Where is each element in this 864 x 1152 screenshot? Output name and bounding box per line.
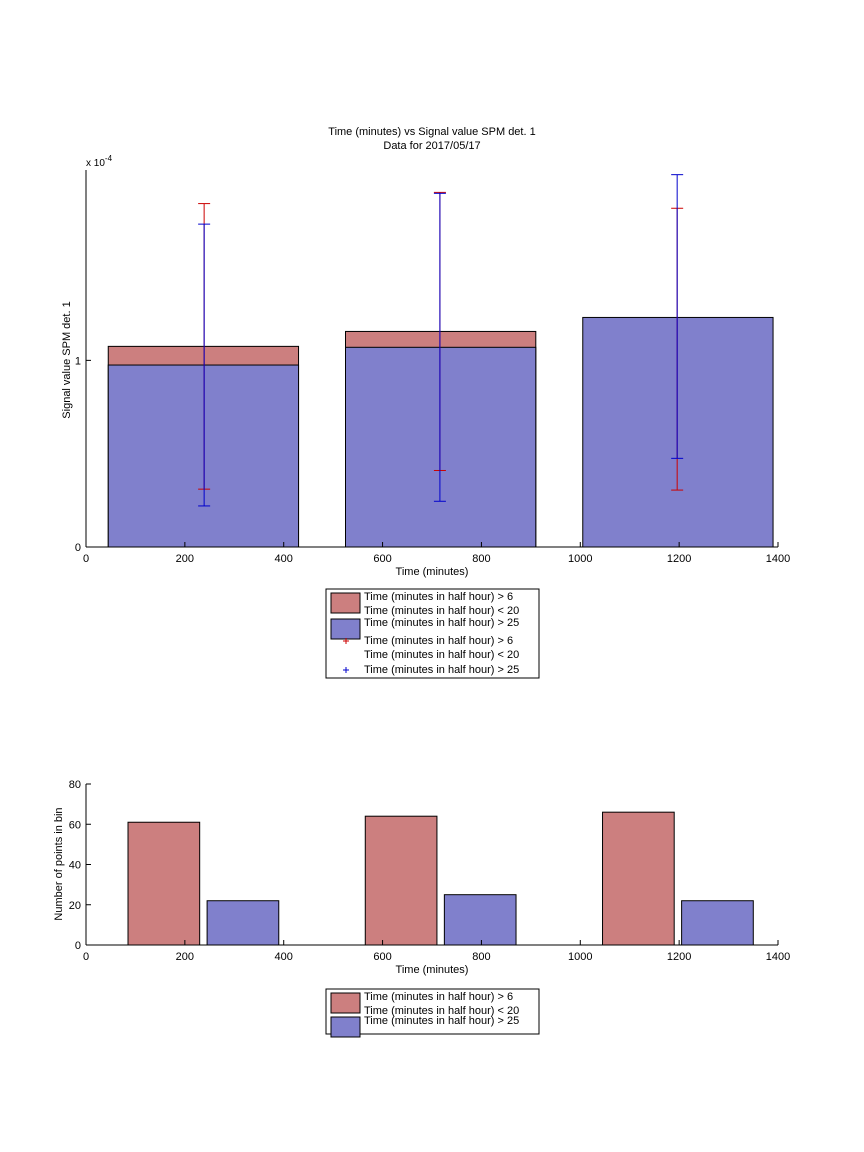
legend-label: Time (minutes in half hour) > 6 — [364, 591, 513, 603]
bar-3 — [345, 346, 537, 548]
bar-0 — [127, 821, 201, 946]
x-tick-label-0: 0 — [83, 553, 89, 565]
y-tick-label-2: 40 — [69, 860, 81, 872]
bar-1 — [206, 900, 280, 946]
bar-3 — [443, 894, 517, 946]
x-tick-label-5: 1000 — [568, 951, 592, 963]
legend-entry-0: Time (minutes in half hour) > 6 Time (min… — [330, 991, 519, 1017]
x-tick-label-0: 0 — [83, 951, 89, 963]
x-tick-label-3: 600 — [373, 553, 391, 565]
x-tick-label-7: 1400 — [766, 951, 790, 963]
legend-box — [325, 588, 540, 679]
legend-box — [325, 988, 540, 1035]
legend-swatch — [330, 1016, 361, 1038]
legend-label: Time (minutes in half hour) > 6 — [364, 991, 513, 1003]
x-tick-label-2: 400 — [275, 553, 293, 565]
y-tick-label-4: 80 — [69, 779, 81, 791]
plot-area — [127, 811, 754, 946]
legend-label: Time (minutes in half hour) > 25 — [364, 617, 519, 629]
legend-swatch — [330, 992, 361, 1014]
legend-label: Time (minutes in half hour) < 20 — [364, 649, 519, 661]
x-tick-label-6: 1200 — [667, 951, 691, 963]
x-tick-label-1: 200 — [176, 553, 194, 565]
y-tick-label-0: 0 — [75, 542, 81, 554]
legend-entry-3: Time (minutes in half hour) > 25 — [343, 664, 519, 676]
legend-entry-1: Time (minutes in half hour) > 25 — [330, 617, 519, 640]
y-tick-label-0: 0 — [75, 940, 81, 952]
bar-4 — [582, 316, 774, 548]
x-tick-label-1: 200 — [176, 951, 194, 963]
bar-1 — [107, 364, 300, 548]
x-tick-label-2: 400 — [275, 951, 293, 963]
x-axis-label: Time (minutes) — [396, 566, 469, 578]
plot-area — [107, 174, 774, 548]
legend-entry-0: Time (minutes in half hour) > 6 Time (min… — [330, 591, 519, 617]
x-tick-label-4: 800 — [472, 553, 490, 565]
bar-4 — [602, 811, 675, 946]
legend-label: Time (minutes in half hour) > 6 — [364, 635, 513, 647]
legend-label: Time (minutes in half hour) > 25 — [364, 1015, 519, 1027]
axes: 0 200 400 600 800 1000 1200 1400 0 20 40 60 80 — [69, 779, 790, 963]
legend-swatch — [330, 592, 361, 614]
error-bar-5 — [671, 174, 684, 459]
legend-label: Time (minutes in half hour) < 20 — [364, 605, 519, 617]
x-tick-label-3: 600 — [373, 951, 391, 963]
error-bar-3 — [433, 192, 446, 502]
y-tick-label-1: 20 — [69, 900, 81, 912]
legend: Time (minutes in half hour) > 6 Time (min… — [325, 988, 540, 1038]
axes: 0 200 400 600 800 1000 1200 1400 0 1 — [75, 170, 790, 565]
legend-swatch — [330, 618, 361, 640]
x-axis-label: Time (minutes) — [396, 964, 469, 976]
x-tick-label-4: 800 — [472, 951, 490, 963]
y-axis-label: Signal value SPM det. 1 — [61, 301, 73, 418]
y-axis-exponent-base: x 10 — [86, 158, 105, 169]
y-tick-label-3: 60 — [69, 819, 81, 831]
legend-entry-2: Time (minutes in half hour) > 6 Time (min… — [343, 635, 519, 661]
legend: Time (minutes in half hour) > 6 Time (min… — [325, 588, 540, 679]
chart-subtitle: Data for 2017/05/17 — [383, 140, 480, 152]
x-tick-label-6: 1200 — [667, 553, 691, 565]
error-bar-1 — [198, 223, 211, 507]
x-tick-label-5: 1000 — [568, 553, 592, 565]
y-tick-label-1: 1 — [75, 355, 81, 367]
legend-entry-1: Time (minutes in half hour) > 25 — [330, 1015, 519, 1038]
y-axis-label: Number of points in bin — [53, 807, 65, 920]
y-axis-exponent-power: -4 — [105, 154, 113, 163]
legend-label: Time (minutes in half hour) > 25 — [364, 664, 519, 676]
y-axis-exponent: x 10-4 — [86, 154, 113, 169]
legend-label: Time (minutes in half hour) < 20 — [364, 1005, 519, 1017]
bar-5 — [681, 900, 754, 946]
x-tick-label-7: 1400 — [766, 553, 790, 565]
chart-title: Time (minutes) vs Signal value SPM det. … — [328, 126, 535, 138]
bar-2 — [364, 815, 438, 946]
count-chart: 0 200 400 600 800 1000 1200 1400 0 20 40 60 80 Time … — [53, 779, 790, 1038]
signal-chart: Time (minutes) vs Signal value SPM det. … — [61, 126, 790, 679]
